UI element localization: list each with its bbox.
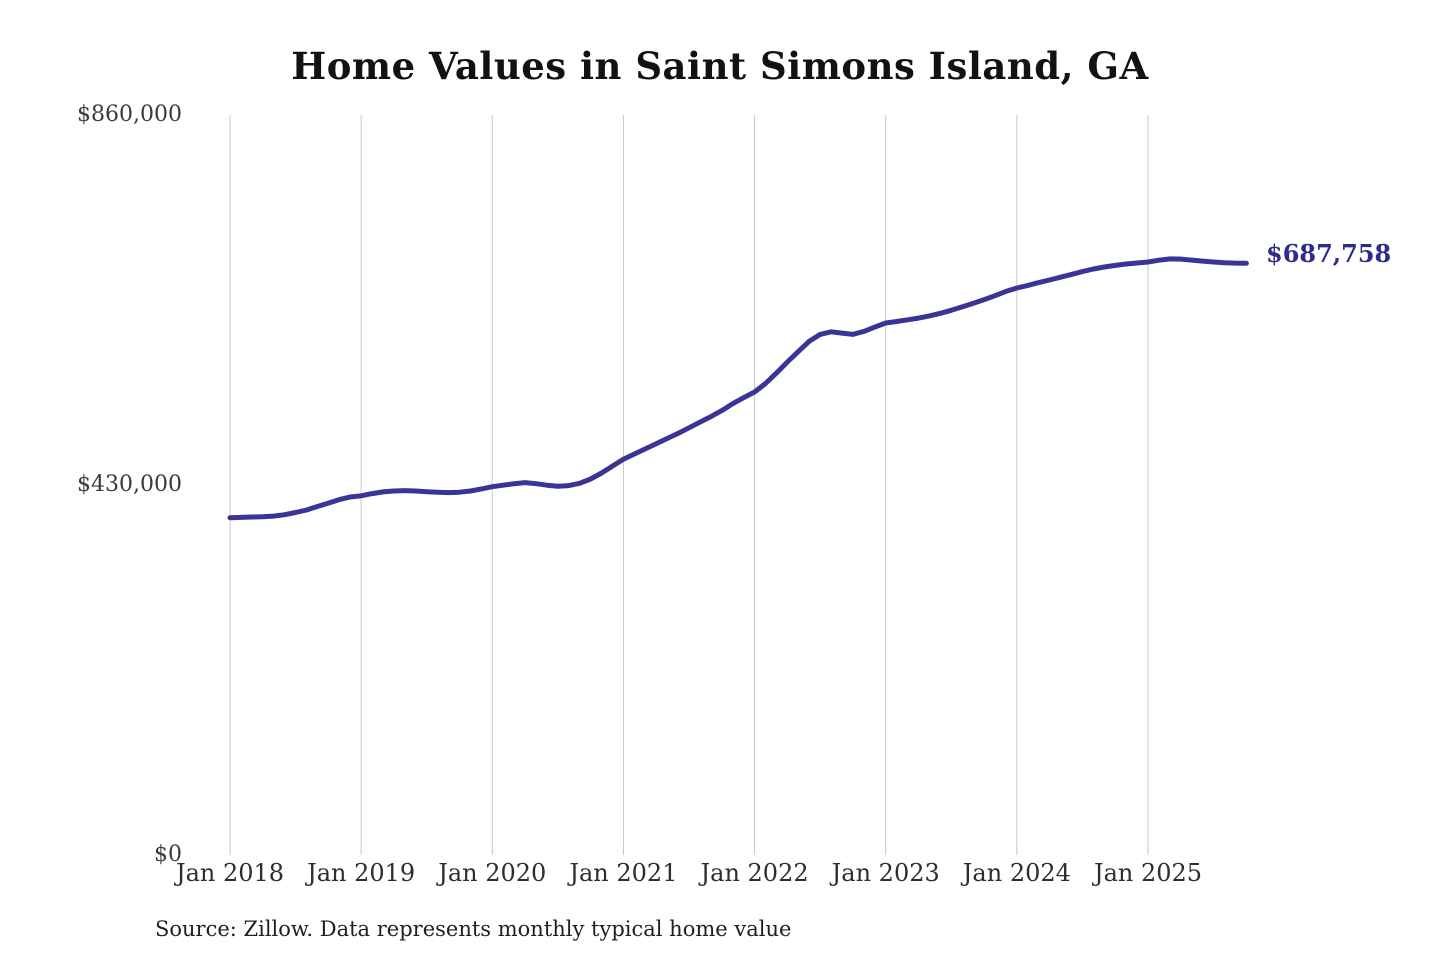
x-axis-tick-label: Jan 2018 [175,859,285,887]
y-axis-tick-label: $0 [154,842,182,867]
x-axis-tick-label: Jan 2020 [438,859,547,887]
x-axis-tick-label: Jan 2023 [831,859,940,887]
x-axis-tick-label: Jan 2021 [569,859,678,887]
y-axis-tick-label: $860,000 [77,102,182,127]
latest-value-label: $687,758 [1266,239,1392,268]
chart-title: Home Values in Saint Simons Island, GA [291,44,1149,88]
source-note: Source: Zillow. Data represents monthly … [155,917,792,941]
y-axis-tick-label: $430,000 [77,472,182,497]
x-axis-tick-label: Jan 2024 [962,859,1071,887]
x-axis-tick-label: Jan 2025 [1093,859,1203,887]
home-value-series-line [227,256,1249,521]
x-axis-tick-label: Jan 2019 [307,859,416,887]
x-axis-tick-label: Jan 2022 [700,859,809,887]
